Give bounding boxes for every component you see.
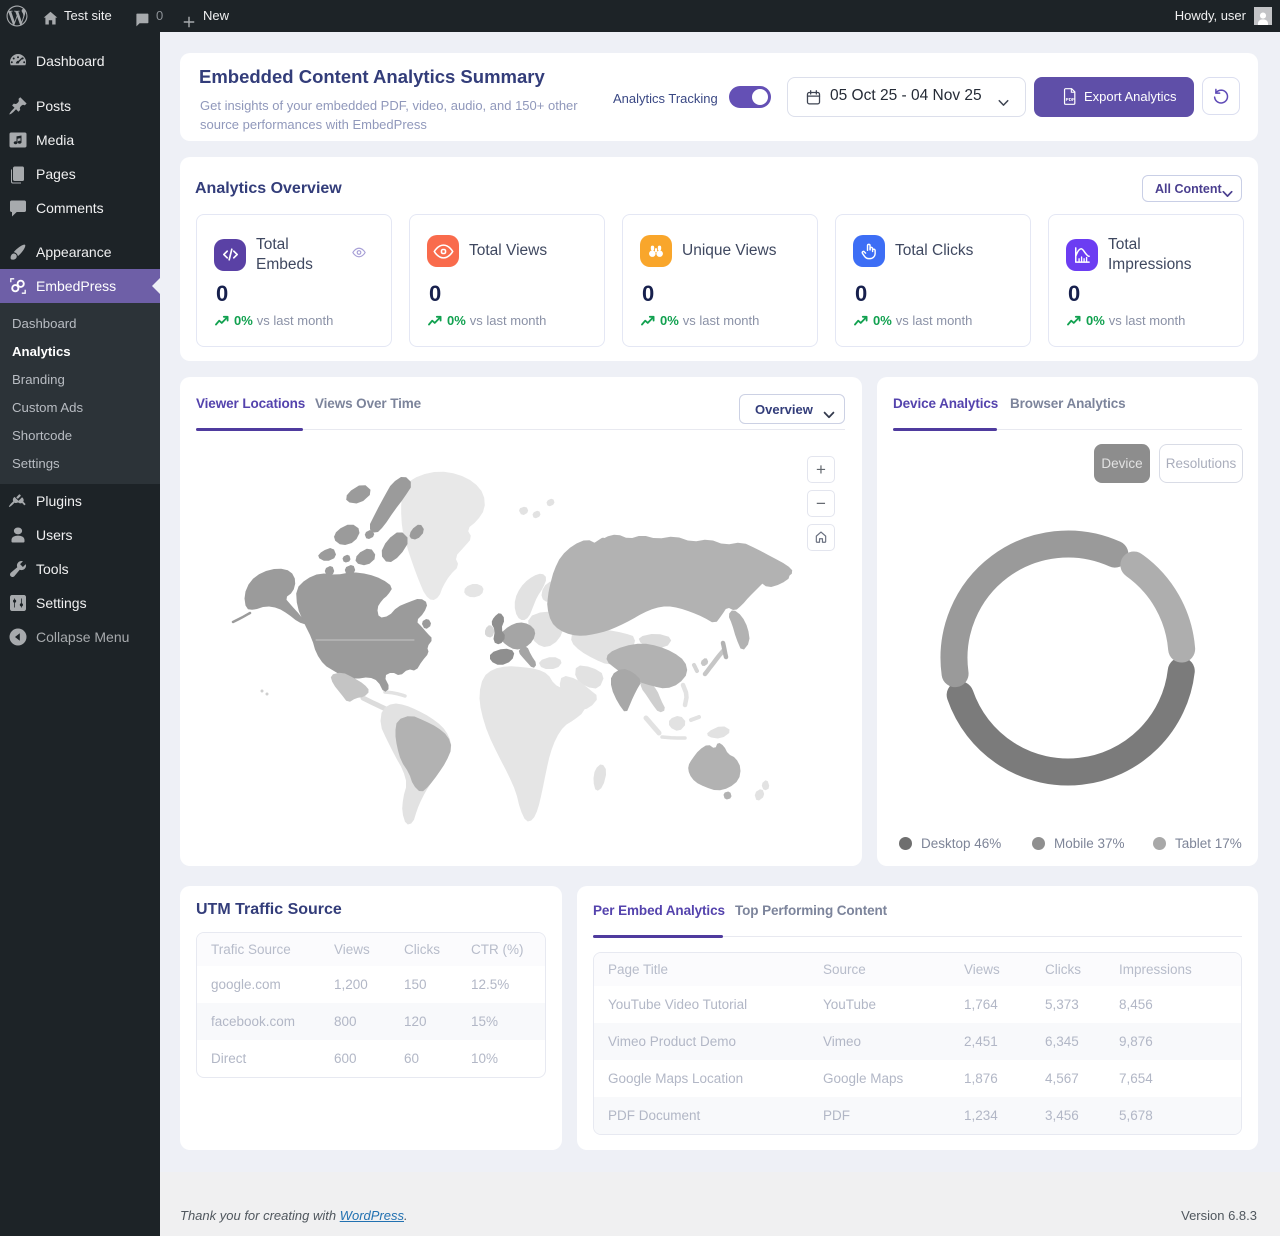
svg-text:PDF: PDF (1066, 97, 1075, 102)
